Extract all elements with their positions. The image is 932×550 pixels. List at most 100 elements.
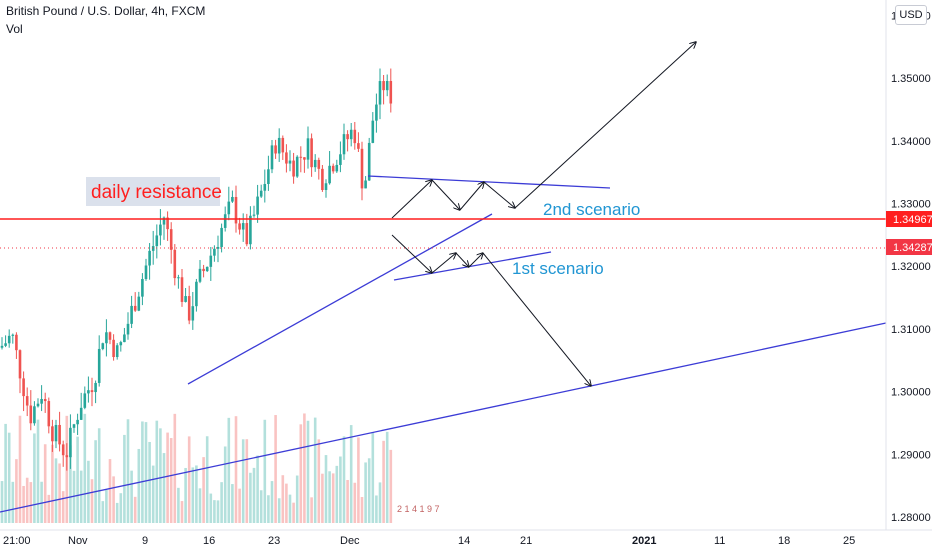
volume-bar bbox=[299, 424, 303, 523]
candle-body bbox=[353, 129, 357, 144]
volume-bar bbox=[288, 494, 292, 523]
candle-body bbox=[375, 104, 378, 121]
candle-body bbox=[270, 145, 274, 170]
volume-bar bbox=[321, 473, 324, 523]
scenario2-arrow-3 bbox=[459, 182, 484, 211]
rising-trendline bbox=[187, 213, 493, 385]
volume-bar bbox=[180, 501, 184, 523]
candle-body bbox=[328, 165, 331, 184]
volume-bar bbox=[151, 465, 155, 523]
candle-body bbox=[4, 343, 7, 346]
candlesticks bbox=[0, 68, 393, 471]
candle-body bbox=[364, 180, 367, 189]
candle-body bbox=[259, 190, 263, 197]
candle-body bbox=[234, 196, 238, 224]
candle-body bbox=[79, 407, 83, 420]
volume-bar bbox=[234, 416, 238, 523]
candle-body bbox=[159, 224, 162, 236]
candle-body bbox=[299, 156, 303, 158]
candle-body bbox=[137, 296, 141, 311]
candle-body bbox=[119, 342, 123, 346]
volume-bar bbox=[367, 458, 371, 523]
currency-selector[interactable]: USD bbox=[895, 5, 927, 25]
annotation-2nd-scenario: 2nd scenario bbox=[543, 200, 640, 219]
daily-resistance-box bbox=[86, 177, 220, 206]
price-axis: 1.28000 1.29000 1.30000 1.31000 1.32000 1.330… bbox=[885, 0, 931, 530]
volume-bar bbox=[115, 502, 119, 523]
volume-bar bbox=[267, 495, 270, 523]
volume-bar bbox=[166, 432, 169, 523]
time-tick: 9 bbox=[142, 535, 148, 547]
volume-bar bbox=[375, 495, 378, 523]
candle-body bbox=[357, 143, 360, 149]
volume-bar bbox=[43, 444, 47, 523]
candle-body bbox=[227, 201, 231, 215]
candle-body bbox=[69, 427, 72, 458]
candle-body bbox=[72, 424, 76, 428]
candle-body bbox=[184, 296, 187, 302]
resistance-price-text: 1.34967 bbox=[893, 214, 932, 226]
volume-bar bbox=[18, 415, 22, 523]
volume-bar bbox=[389, 449, 393, 523]
volume-bar bbox=[187, 436, 191, 523]
volume-bar bbox=[357, 437, 360, 523]
candle-body bbox=[339, 154, 342, 165]
candle-body bbox=[29, 405, 33, 424]
candle-body bbox=[83, 393, 87, 408]
candle-body bbox=[263, 183, 267, 191]
volume-bar bbox=[47, 494, 51, 523]
volume-bar bbox=[169, 438, 173, 523]
candle-body bbox=[112, 339, 115, 358]
candle-body bbox=[61, 444, 65, 456]
price-tick: 1.35000 bbox=[891, 73, 931, 85]
volume-bar bbox=[195, 465, 198, 523]
candle-body bbox=[87, 390, 90, 394]
candle-body bbox=[187, 296, 191, 321]
price-tick: 1.29000 bbox=[891, 449, 931, 461]
time-tick: 21 bbox=[520, 535, 532, 547]
candle-body bbox=[144, 265, 148, 280]
candle-body bbox=[360, 148, 364, 189]
volume-bar bbox=[346, 480, 349, 523]
candle-body bbox=[382, 81, 385, 91]
candle-body bbox=[288, 160, 292, 164]
volume-bar bbox=[317, 439, 321, 523]
candle-body bbox=[252, 214, 256, 216]
candle-body bbox=[162, 217, 166, 225]
volume-bar bbox=[126, 419, 130, 523]
volume-bar bbox=[371, 432, 375, 523]
volume-bar bbox=[15, 459, 18, 523]
candle-body bbox=[18, 350, 22, 379]
candle-body bbox=[25, 396, 29, 406]
volume-bar bbox=[382, 440, 385, 523]
candle-body bbox=[51, 426, 54, 442]
volume-bar bbox=[108, 459, 112, 523]
scenario2-arrow-4 bbox=[483, 181, 515, 208]
candle-body bbox=[202, 268, 205, 272]
volume-bar bbox=[378, 482, 382, 523]
candle-body bbox=[216, 246, 220, 249]
candle-body bbox=[11, 334, 15, 336]
candle-body bbox=[238, 223, 241, 230]
candle-body bbox=[295, 156, 299, 177]
volume-bar bbox=[205, 436, 209, 523]
candle-body bbox=[33, 406, 36, 424]
candle-body bbox=[0, 345, 4, 348]
candle-body bbox=[126, 323, 130, 335]
volume-bar bbox=[76, 436, 79, 523]
volume-bar bbox=[22, 485, 25, 523]
last-price-label bbox=[886, 239, 932, 255]
candle-body bbox=[94, 382, 97, 393]
candle-body bbox=[306, 138, 310, 160]
candle-body bbox=[220, 227, 223, 247]
volume-bar bbox=[40, 481, 43, 523]
candle-body bbox=[169, 229, 173, 250]
candle-body bbox=[205, 266, 209, 272]
volume-bar bbox=[274, 415, 277, 523]
volume-bar bbox=[51, 444, 54, 523]
volume-bar bbox=[313, 417, 317, 523]
long-trendline bbox=[0, 322, 887, 513]
volume-bar bbox=[306, 420, 310, 523]
candle-body bbox=[47, 401, 51, 427]
